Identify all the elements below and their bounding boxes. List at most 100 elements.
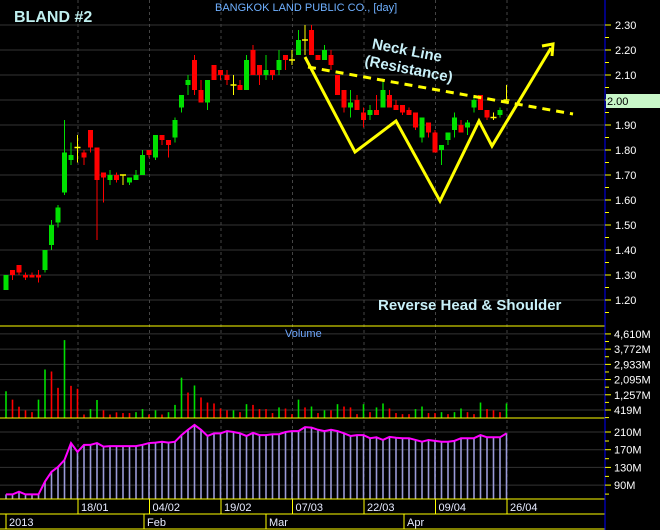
candle-body [270, 70, 275, 75]
price-axis: 2.30 2.20 2.10 1.90 1.80 1.70 1.60 1.50 1.40 1.30… [605, 20, 636, 313]
candle-body [393, 105, 399, 110]
candle-body [315, 55, 321, 60]
candle-body [185, 80, 191, 85]
breakout-arrow-head-icon [541, 42, 555, 57]
candle-body [413, 112, 418, 128]
neck-line [307, 65, 574, 116]
pattern-label: Reverse Head & Shoulder [378, 297, 562, 314]
price-tick-label: 2.20 [615, 45, 636, 57]
candle-body [166, 140, 171, 145]
price-tick-label: 1.40 [615, 245, 636, 257]
candle-body [341, 90, 347, 108]
candle-body [237, 85, 243, 90]
price-tick-label: 1.30 [615, 270, 636, 282]
last-price-label: 2.00 [607, 96, 628, 108]
candle-body [36, 275, 41, 278]
date-label: 07/03 [296, 502, 324, 514]
candle-body [387, 95, 392, 108]
candle-body [198, 90, 204, 103]
candle-body [23, 275, 28, 278]
average-tick-label: 130M [614, 462, 642, 474]
candle-body [309, 30, 314, 55]
candle-body [133, 175, 139, 180]
price-tick-label: 1.50 [615, 220, 636, 232]
candle-body [445, 132, 451, 140]
candle-body [244, 60, 249, 90]
average-axis: 210M 170M 130M 90M [605, 427, 642, 495]
candle-body [361, 112, 366, 120]
month-label: 2013 [9, 517, 33, 529]
candle-body [172, 120, 178, 138]
month-label: Mar [269, 517, 288, 529]
head-shoulders-pattern-line [303, 47, 553, 205]
volume-panel-title: Volume [285, 328, 322, 340]
price-tick-label: 1.60 [615, 195, 636, 207]
candle-body [42, 250, 48, 270]
average-tick-label: 170M [614, 445, 642, 457]
candle-body [257, 65, 262, 75]
candle-body [400, 105, 405, 113]
date-label: 18/01 [81, 502, 109, 514]
candle-body [465, 122, 470, 128]
candle-body [250, 50, 256, 75]
candle-body [10, 270, 15, 275]
candle-body [484, 110, 490, 118]
grid-lines [0, 0, 605, 499]
candle-body [192, 60, 197, 90]
candle-body [439, 145, 444, 150]
candle-body [380, 90, 386, 108]
candle-body [426, 122, 431, 133]
volume-tick-label: 1,257M [614, 390, 651, 402]
candle-body [263, 70, 269, 75]
candle-body [140, 155, 145, 175]
price-tick-label: 2.10 [615, 70, 636, 82]
candle-body [107, 175, 113, 180]
candle-body [458, 125, 464, 133]
symbol-title: BLAND #2 [14, 9, 92, 26]
volume-average-area [5, 423, 508, 499]
candle-body [16, 265, 22, 273]
candle-body [283, 55, 288, 60]
candle-body [374, 110, 379, 115]
candle-body [3, 275, 9, 290]
volume-tick-label: 2,933M [614, 359, 651, 371]
month-label: Feb [147, 517, 166, 529]
average-line [6, 423, 508, 496]
candle-body [29, 275, 35, 278]
candle-body [335, 75, 340, 95]
average-tick-label: 210M [614, 427, 642, 439]
candle-body [49, 225, 54, 245]
date-axis: 18/01 04/02 19/02 07/03 22/03 09/04 26/04 2013 F… [5, 499, 538, 529]
date-label: 22/03 [367, 502, 395, 514]
average-tick-label: 90M [614, 480, 635, 492]
date-label: 26/04 [510, 502, 538, 514]
candle-body [94, 147, 100, 180]
last-price-badge [606, 94, 660, 108]
month-label: Apr [407, 517, 424, 529]
candle-body [153, 135, 158, 158]
candle-body [224, 75, 230, 80]
candle-body [367, 110, 373, 115]
date-label: 04/02 [153, 502, 181, 514]
volume-tick-label: 3,772M [614, 344, 651, 356]
candle-body [62, 152, 67, 193]
candle-body [348, 102, 353, 108]
price-tick-label: 2.30 [615, 20, 636, 32]
candle-body [55, 207, 61, 223]
price-tick-label: 1.90 [615, 120, 636, 132]
price-candles [3, 25, 510, 290]
candle-body [211, 65, 217, 80]
volume-tick-label: 4,610M [614, 329, 651, 341]
candle-body [406, 110, 412, 115]
candle-body [478, 95, 483, 110]
candle-body [205, 80, 210, 103]
candle-body [296, 40, 301, 55]
candle-body [471, 100, 477, 108]
volume-axis: 4,610M 3,772M 2,933M 2,095M 1,257M 419M [605, 329, 651, 419]
volume-bars [5, 340, 508, 418]
price-tick-label: 1.80 [615, 145, 636, 157]
date-label: 19/02 [224, 502, 252, 514]
candle-body [497, 110, 503, 115]
volume-tick-label: 2,095M [614, 375, 651, 387]
